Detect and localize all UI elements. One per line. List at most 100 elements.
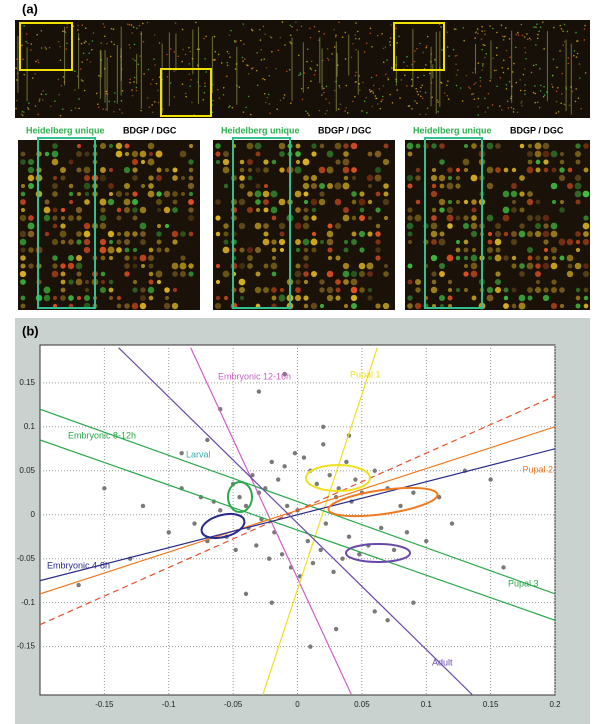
spot [59, 114, 62, 117]
y-tick-label: -0.15 [17, 642, 36, 651]
spot [203, 37, 205, 40]
spot [342, 166, 350, 174]
spot [247, 247, 253, 253]
spot [463, 263, 469, 269]
spot [124, 271, 130, 277]
spot [262, 77, 264, 80]
spot [543, 94, 546, 96]
spot [80, 79, 83, 81]
spot [343, 303, 349, 309]
spot [34, 105, 37, 107]
spot [550, 246, 558, 254]
spot [238, 198, 246, 206]
spot [367, 295, 373, 301]
spot [439, 271, 445, 277]
spot [171, 302, 179, 310]
spot [239, 39, 242, 42]
spot [400, 79, 403, 81]
spot [115, 190, 123, 198]
spot [156, 239, 162, 245]
spot [559, 303, 565, 309]
spot [479, 76, 482, 79]
spot [116, 295, 122, 301]
spot [108, 100, 111, 103]
spot [406, 222, 414, 230]
spot [580, 107, 582, 110]
spot [132, 167, 138, 173]
spot [148, 175, 154, 181]
spot [543, 159, 549, 165]
spot [494, 278, 502, 286]
spot [389, 44, 392, 46]
spot [559, 255, 565, 261]
point [336, 486, 341, 491]
spot [113, 43, 115, 46]
spot [68, 199, 74, 205]
spot [181, 28, 184, 31]
spot [510, 190, 518, 198]
zoom-panels: Heidelberg unique BDGP / DGC Heidelberg un… [18, 125, 590, 310]
spot [99, 214, 107, 222]
spot [486, 166, 494, 174]
spot [526, 150, 534, 158]
point [344, 459, 349, 465]
spot [148, 247, 154, 253]
spot [263, 199, 269, 205]
spot [407, 239, 413, 245]
spot [239, 247, 245, 253]
spot [139, 302, 147, 310]
spot [254, 286, 262, 294]
spot [528, 37, 531, 40]
spot [342, 262, 350, 270]
spot [99, 222, 107, 230]
point [327, 472, 332, 478]
spot [555, 112, 558, 114]
spot [327, 255, 333, 261]
spot [481, 25, 483, 28]
spot [311, 215, 317, 221]
spot [489, 79, 491, 82]
spot [263, 78, 266, 81]
spot [124, 191, 130, 197]
spot [484, 33, 486, 36]
zoom-box [19, 22, 73, 71]
spot [100, 167, 106, 173]
zoom-box [393, 22, 445, 71]
spot [180, 191, 186, 197]
spot [68, 191, 74, 197]
zoom-label-right: BDGP / DGC [510, 125, 564, 135]
spot [318, 198, 326, 206]
spot [499, 105, 501, 107]
spot [27, 108, 30, 110]
spot [363, 51, 366, 53]
spot [454, 55, 457, 57]
spot [132, 255, 138, 261]
spot [532, 91, 535, 94]
spot [142, 22, 144, 25]
spot [60, 167, 66, 173]
point [501, 565, 506, 570]
spot [425, 46, 428, 49]
point [301, 455, 307, 460]
spot [318, 109, 321, 112]
spot [575, 56, 578, 58]
point [488, 477, 493, 482]
spot [501, 35, 504, 38]
spot [127, 23, 129, 25]
spot [350, 270, 358, 278]
spot [455, 239, 461, 245]
spot [447, 287, 453, 293]
spot [303, 255, 309, 261]
spot [247, 167, 253, 173]
spot [326, 109, 328, 112]
spot [455, 287, 461, 293]
spot [399, 97, 401, 99]
spot [116, 215, 122, 221]
spot [20, 303, 26, 309]
spot [135, 89, 138, 92]
spot [68, 295, 74, 301]
spot [323, 87, 325, 90]
spot [381, 32, 383, 35]
spot [407, 151, 413, 157]
spot [20, 183, 26, 189]
